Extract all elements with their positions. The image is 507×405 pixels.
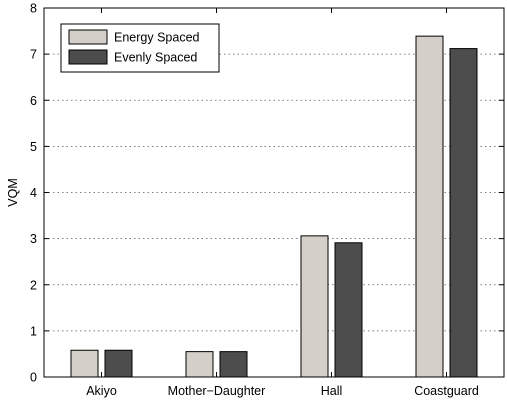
bar-energy-spaced (70, 349, 99, 378)
y-tick-label: 6 (30, 94, 37, 108)
legend-label: Energy Spaced (114, 31, 200, 45)
bar-evenly-spaced (104, 349, 133, 378)
y-tick-label: 4 (30, 186, 37, 200)
y-tick-label: 5 (30, 140, 37, 154)
bar-evenly-spaced (334, 242, 363, 378)
x-tick-label: Akiyo (86, 384, 117, 398)
legend-swatch (68, 49, 108, 65)
y-tick-label: 1 (30, 324, 37, 338)
y-axis-label: VQM (6, 178, 20, 206)
y-tick-label: 2 (30, 278, 37, 292)
y-tick-label: 0 (30, 371, 37, 385)
legend-swatch (68, 29, 108, 45)
bar-energy-spaced (300, 235, 329, 378)
x-tick-label: Mother−Daughter (168, 384, 266, 398)
y-tick-label: 8 (30, 2, 37, 16)
x-tick-label: Hall (321, 384, 343, 398)
tick-layer: 0 1 2 3 4 5 6 7 8 Akiyo Mother−Daughter Hall Coastgu… (30, 2, 504, 398)
legend: Energy Spaced Evenly Spaced (60, 23, 220, 73)
y-tick-label: 3 (30, 232, 37, 246)
bar-energy-spaced (415, 35, 444, 378)
x-tick-label: Coastguard (414, 384, 479, 398)
y-tick-label: 7 (30, 48, 37, 62)
legend-label: Evenly Spaced (114, 51, 197, 65)
bar-energy-spaced (185, 351, 214, 378)
bar-evenly-spaced (219, 351, 248, 378)
bar-evenly-spaced (449, 48, 478, 378)
bar-layer (70, 35, 478, 378)
